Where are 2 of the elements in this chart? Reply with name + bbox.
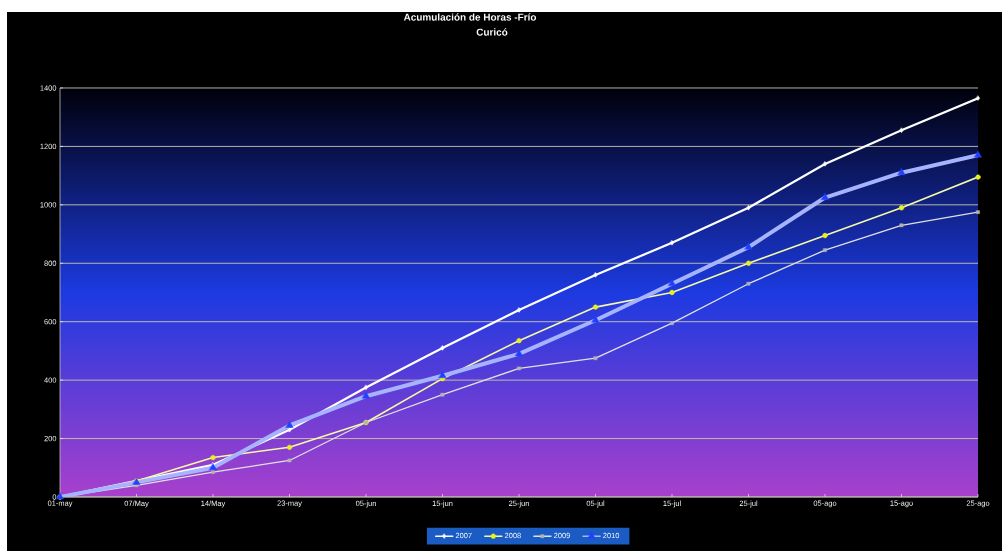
chart-subtitle: Curicó [476, 28, 508, 36]
chart-title: Acumulación de Horas -Frío [403, 13, 537, 21]
